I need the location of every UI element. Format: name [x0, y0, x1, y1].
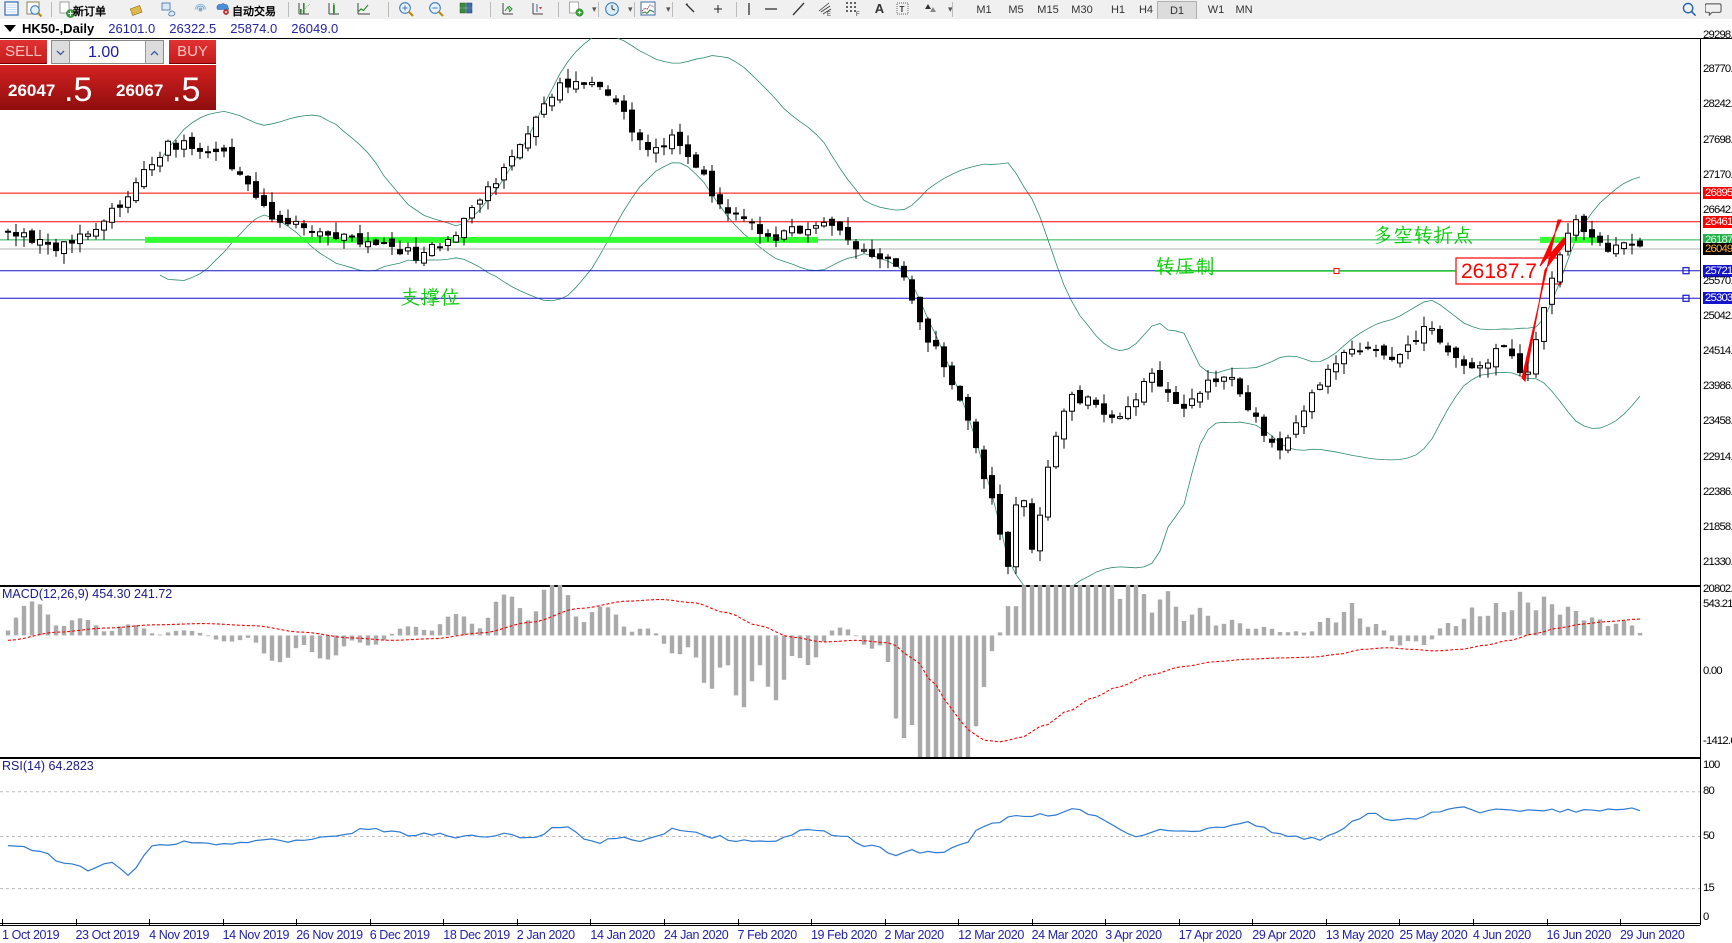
svg-text:E: E [827, 12, 831, 18]
svg-text:转压制: 转压制 [1155, 252, 1215, 279]
svg-text:T: T [900, 5, 905, 14]
svg-text:26187.7: 26187.7 [1461, 260, 1537, 283]
svg-text:多空转折点: 多空转折点 [1373, 221, 1473, 248]
svg-text:支撑位: 支撑位 [400, 283, 460, 310]
svg-text:F: F [856, 12, 860, 18]
